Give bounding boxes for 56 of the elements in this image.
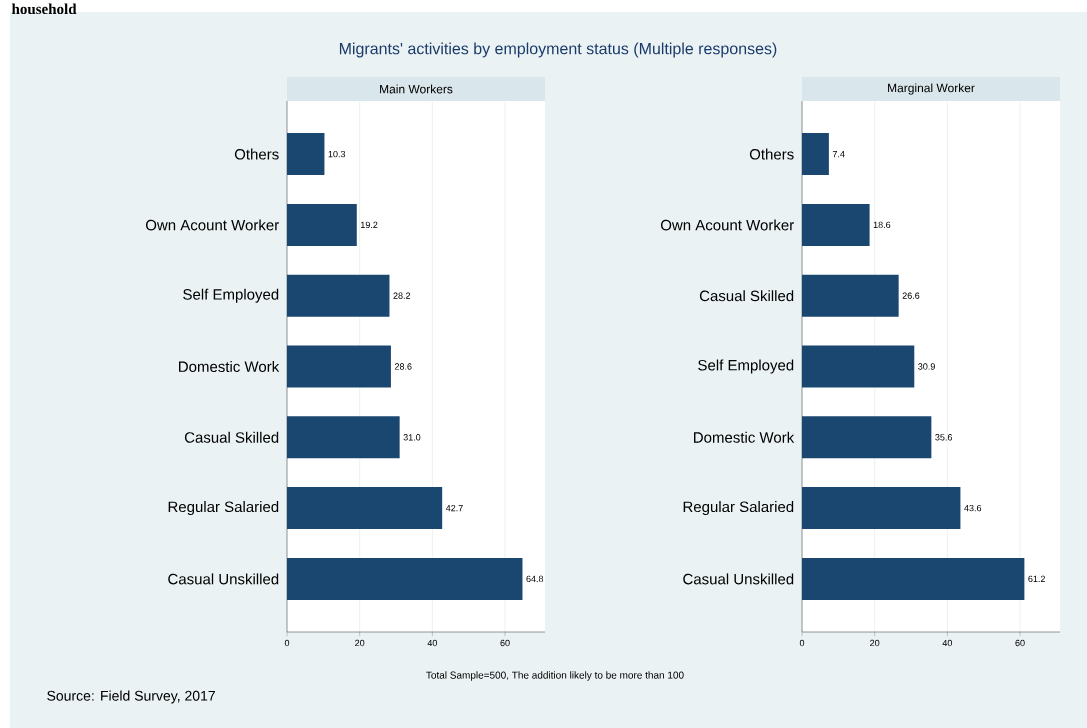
x-tick-label: 0: [799, 639, 805, 647]
y-tick-label: Casual Skilled: [699, 290, 794, 302]
y-tick-label: Regular Salaried: [168, 501, 279, 516]
source-note: Source: Field Survey, 2017: [47, 690, 215, 704]
bar: [287, 557, 523, 600]
y-tick-label: Own Acount Worker: [660, 219, 794, 231]
chart-title: Migrants' activities by employment status (Multiple responses): [339, 42, 777, 58]
bar: [802, 345, 915, 388]
x-tick-label: 20: [355, 639, 365, 647]
data-label: 35.6: [935, 434, 953, 441]
bar: [802, 416, 932, 459]
y-tick-label: Self Employed: [698, 359, 794, 374]
data-label: 7.4: [832, 151, 845, 158]
x-tick-label: 60: [1015, 639, 1025, 647]
data-label: 19.2: [361, 221, 378, 229]
bar: [802, 487, 961, 530]
bar: [287, 203, 357, 246]
x-tick-label: 40: [427, 639, 438, 647]
bar: [287, 274, 390, 317]
x-tick-label: 40: [942, 639, 953, 647]
data-label: 43.6: [964, 504, 982, 512]
data-label: 28.2: [393, 292, 411, 299]
bar: [287, 345, 391, 388]
x-tick-label: 20: [870, 639, 880, 647]
x-tick-label: 60: [500, 639, 510, 647]
data-label: 64.8: [526, 575, 544, 583]
data-label: 61.2: [1028, 575, 1045, 583]
y-tick-label: Others: [234, 148, 279, 160]
bar: [802, 274, 899, 317]
data-label: 10.3: [328, 150, 346, 158]
data-label: 31.0: [403, 434, 421, 441]
text: household: [11, 3, 77, 15]
y-tick-label: Domestic Work: [179, 360, 280, 372]
y-tick-label: Regular Salaried: [683, 501, 794, 516]
y-tick-label: Casual Unskilled: [168, 573, 279, 585]
chart-subtitle: Main Workers: [380, 84, 453, 94]
bar: [287, 416, 400, 459]
y-tick-label: Self Employed: [183, 288, 279, 303]
bar: [802, 133, 829, 176]
data-label: 26.6: [902, 292, 920, 299]
y-tick-label: Own Acount Worker: [145, 219, 279, 231]
data-label: 28.6: [394, 363, 412, 370]
text: Total Sample=500, The addition likely to be more than 100: [426, 671, 684, 681]
bar: [802, 203, 870, 246]
y-tick-label: Domestic Work: [694, 431, 795, 443]
bar: [802, 557, 1025, 600]
y-tick-label: Casual Skilled: [184, 431, 279, 443]
bar: [287, 133, 325, 176]
y-tick-label: Others: [749, 148, 794, 160]
y-tick-label: Casual Unskilled: [683, 573, 794, 585]
bar: [287, 487, 443, 530]
data-label: 18.6: [873, 221, 891, 229]
x-tick-label: 0: [284, 639, 290, 647]
chart-subtitle: Marginal Worker: [888, 83, 975, 95]
data-label: 42.7: [445, 504, 463, 512]
data-label: 30.9: [918, 363, 935, 370]
